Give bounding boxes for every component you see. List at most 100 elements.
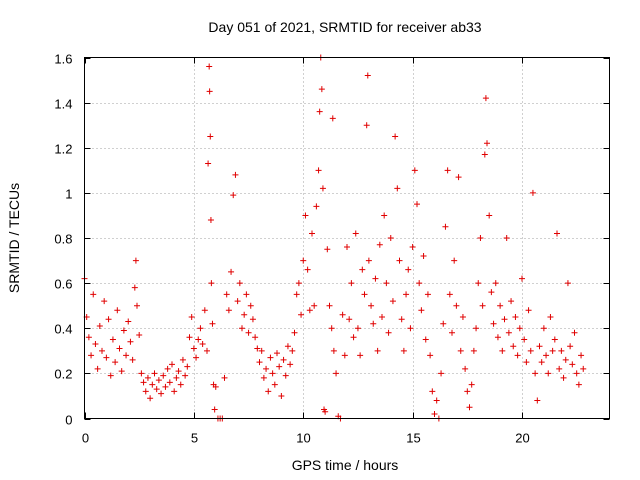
data-point — [374, 347, 381, 354]
data-point — [249, 316, 256, 323]
data-point — [538, 359, 545, 366]
data-point — [400, 347, 407, 354]
data-point — [573, 370, 580, 377]
data-point — [545, 370, 552, 377]
data-point — [153, 386, 160, 393]
data-point — [490, 320, 497, 327]
plot-frame — [84, 57, 610, 419]
data-point — [221, 374, 228, 381]
data-point — [92, 341, 99, 348]
data-point — [549, 347, 556, 354]
y-tick-label: 1 — [65, 187, 72, 202]
data-point — [193, 354, 200, 361]
data-point — [497, 302, 504, 309]
data-point — [175, 368, 182, 375]
data-point — [571, 329, 578, 336]
data-point — [284, 343, 291, 350]
data-point — [195, 336, 202, 343]
data-point — [560, 374, 567, 381]
data-point — [396, 257, 403, 264]
data-point — [481, 151, 488, 158]
data-point — [381, 212, 388, 219]
data-point — [282, 372, 289, 379]
data-point — [470, 347, 477, 354]
data-point — [322, 408, 329, 415]
data-point — [140, 379, 147, 386]
data-point — [188, 313, 195, 320]
data-point — [364, 72, 371, 79]
data-point — [442, 223, 449, 230]
data-point — [158, 390, 165, 397]
data-point — [514, 352, 521, 359]
data-point — [274, 350, 280, 357]
data-point — [173, 374, 180, 381]
data-point — [339, 311, 346, 318]
data-point — [313, 203, 320, 210]
data-point — [199, 341, 206, 348]
data-point — [562, 356, 569, 363]
data-point — [147, 395, 154, 402]
data-point — [540, 325, 547, 332]
data-point — [101, 298, 108, 305]
data-point — [318, 86, 325, 93]
data-point — [468, 381, 475, 388]
data-point — [449, 329, 455, 336]
data-point — [164, 365, 171, 372]
data-point — [346, 316, 353, 323]
y-tick-label: 0.6 — [54, 277, 72, 292]
data-point — [269, 370, 276, 377]
data-point — [418, 307, 425, 314]
data-point — [151, 370, 158, 377]
data-point — [457, 347, 464, 354]
data-point — [525, 307, 532, 314]
data-point — [403, 291, 410, 298]
data-point — [112, 359, 119, 366]
data-point — [256, 359, 263, 366]
grid-layer — [84, 57, 610, 419]
data-point — [328, 325, 335, 332]
data-point — [554, 230, 560, 237]
data-point — [389, 298, 396, 305]
data-point — [287, 361, 294, 368]
data-point — [123, 352, 130, 359]
data-point — [271, 381, 278, 388]
data-point — [453, 302, 460, 309]
data-point — [234, 298, 241, 305]
data-point — [207, 133, 214, 140]
data-point — [125, 318, 132, 325]
data-point — [228, 268, 235, 275]
tick-labels: 0 5 10 15 20 0 0.2 0.4 0.6 0.8 1 1.2 1.4 1.6 — [54, 52, 529, 446]
data-point — [411, 167, 418, 174]
data-point — [120, 327, 127, 334]
data-point — [462, 365, 469, 372]
axis-ticks — [84, 57, 610, 420]
data-point — [225, 307, 232, 314]
x-tick-label: 10 — [296, 431, 310, 446]
data-point — [232, 171, 239, 178]
data-point — [424, 291, 431, 298]
data-point — [85, 334, 92, 341]
data-point — [333, 370, 340, 377]
data-point — [405, 266, 412, 273]
data-point — [580, 365, 587, 372]
data-point — [149, 381, 156, 388]
data-point — [516, 325, 523, 332]
data-point — [363, 122, 370, 129]
y-tick-label: 1.4 — [54, 97, 72, 112]
data-point — [482, 95, 489, 102]
data-point — [488, 289, 495, 296]
data-point — [182, 372, 189, 379]
data-point — [324, 246, 331, 253]
data-point — [190, 345, 197, 352]
data-point — [348, 280, 355, 287]
data-point — [409, 244, 416, 251]
data-point — [494, 334, 501, 341]
x-tick-label: 0 — [82, 431, 89, 446]
data-point — [134, 302, 140, 309]
data-point — [578, 352, 585, 359]
data-point — [505, 329, 512, 336]
data-point — [99, 347, 105, 354]
data-point — [534, 397, 541, 404]
data-point — [300, 257, 307, 264]
